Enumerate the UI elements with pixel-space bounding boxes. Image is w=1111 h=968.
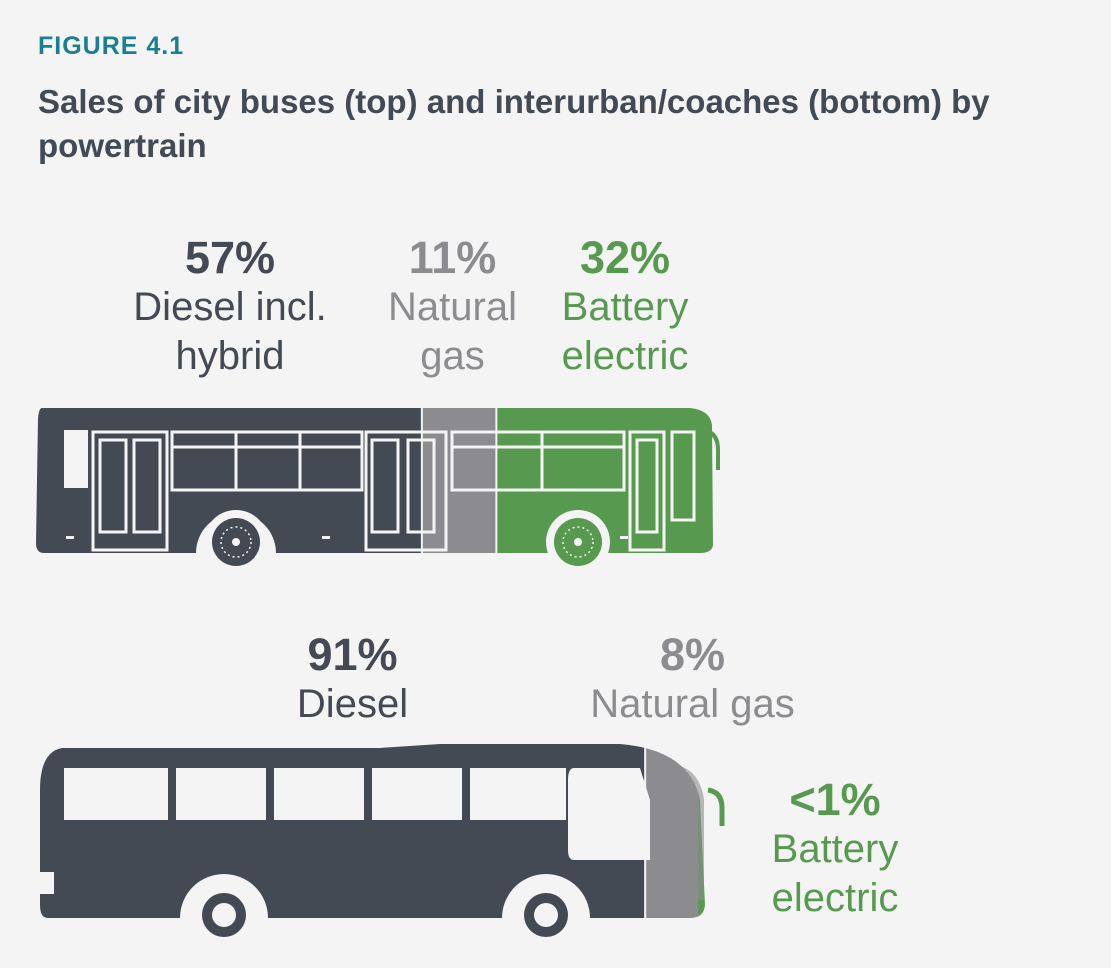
- city-bus-mirror: [699, 428, 720, 470]
- coach-natural-gas-name: Natural gas: [590, 682, 795, 726]
- city-natural-gas-percent: 11%: [408, 232, 497, 283]
- coach-bus-windows: [40, 765, 704, 900]
- city-diesel-label: 57% Diesel incl. hybrid: [100, 233, 360, 381]
- city-battery-electric-label: 32% Battery electric: [535, 233, 715, 381]
- city-diesel-name: Diesel incl. hybrid: [133, 285, 327, 378]
- city-battery-electric-percent: 32%: [579, 232, 671, 283]
- figure-title: Sales of city buses (top) and interurban…: [38, 83, 990, 164]
- city-bus-wheel: [196, 510, 276, 574]
- coach-battery-electric-name: Battery electric: [771, 827, 899, 920]
- coach-bus-wheel: [180, 874, 268, 937]
- coach-natural-gas-label: 8% Natural gas: [560, 630, 825, 729]
- city-battery-electric-name: Battery electric: [561, 285, 689, 378]
- coach-battery-electric-label: <1% Battery electric: [735, 775, 935, 923]
- coach-natural-gas-percent: 8%: [659, 629, 726, 680]
- city-natural-gas-label: 11% Natural gas: [360, 233, 545, 381]
- city-natural-gas-name: Natural gas: [388, 285, 517, 378]
- coach-battery-electric-percent: <1%: [789, 774, 881, 825]
- coach-diesel-label: 91% Diesel: [240, 630, 465, 729]
- coach-bus-mirror: [707, 787, 725, 826]
- city-bus-windows: [64, 430, 696, 552]
- coach-bus-wheel: [502, 874, 590, 937]
- city-bus-wheel: [546, 510, 610, 574]
- city-diesel-percent: 57%: [184, 232, 276, 283]
- figure-label: FIGURE 4.1: [38, 32, 185, 60]
- city-bus: [36, 408, 713, 553]
- coach-diesel-percent: 91%: [307, 629, 398, 680]
- coach-diesel-name: Diesel: [296, 682, 409, 726]
